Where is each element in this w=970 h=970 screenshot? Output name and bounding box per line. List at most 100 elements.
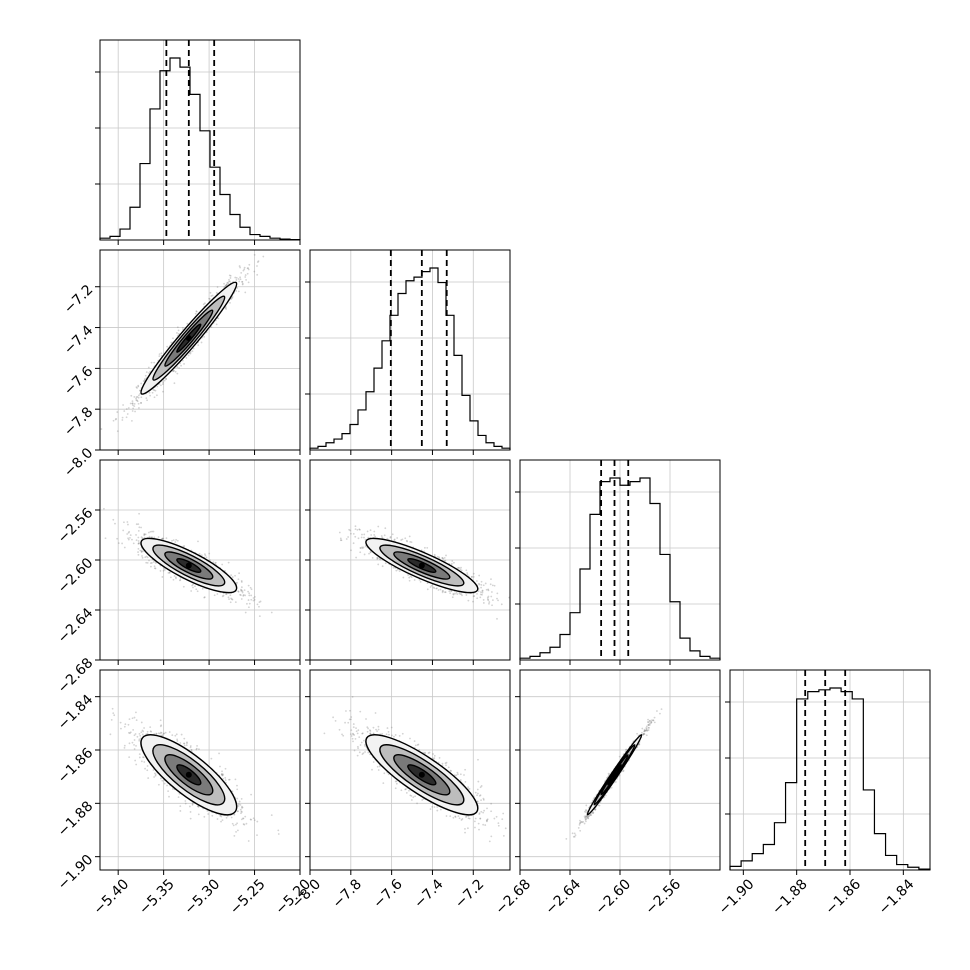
scatter-point (370, 534, 373, 536)
scatter-point (236, 829, 239, 832)
scatter-point (161, 576, 164, 578)
scatter-point (209, 291, 212, 294)
scatter-point (460, 566, 462, 569)
scatter-point (146, 561, 149, 564)
scatter-point (473, 595, 476, 597)
scatter-point (180, 364, 182, 367)
scatter-point (221, 563, 224, 566)
scatter-point (133, 748, 136, 750)
scatter-point (240, 598, 243, 600)
scatter-point (136, 399, 139, 402)
scatter-point (377, 563, 380, 566)
scatter-point (175, 577, 177, 580)
density-peak (185, 335, 192, 342)
scatter-point (138, 512, 140, 515)
scatter-point (143, 534, 146, 537)
scatter-point (123, 744, 126, 747)
scatter-point (433, 553, 436, 556)
scatter-point (240, 272, 243, 274)
scatter-point (200, 341, 203, 344)
scatter-point (401, 538, 404, 541)
scatter-point (112, 712, 115, 715)
scatter-point (213, 594, 216, 597)
scatter-point (228, 280, 230, 283)
scatter-point (249, 586, 252, 589)
scatter-point (162, 390, 164, 393)
scatter-point (200, 554, 203, 557)
scatter-point (140, 760, 143, 763)
scatter-point (229, 277, 232, 279)
scatter-point (479, 593, 482, 596)
scatter-point (224, 285, 227, 287)
scatter-point (233, 813, 236, 816)
panel-1-1 (305, 249, 511, 455)
scatter-point (166, 345, 169, 348)
scatter-point (137, 384, 140, 387)
scatter-point (262, 255, 265, 258)
scatter-point (481, 591, 484, 594)
scatter-point (185, 744, 188, 747)
scatter-point (458, 567, 461, 569)
scatter-point (362, 546, 365, 549)
scatter-point (481, 593, 483, 596)
scatter-point (270, 611, 273, 614)
scatter-point (131, 400, 134, 403)
scatter-point (146, 556, 149, 559)
scatter-point (363, 533, 366, 536)
scatter-point (151, 530, 153, 533)
scatter-point (459, 568, 462, 571)
scatter-point (250, 598, 253, 601)
scatter-point (340, 539, 343, 542)
scatter-point (229, 301, 231, 304)
scatter-point (127, 523, 129, 526)
scatter-point (211, 814, 214, 817)
scatter-point (190, 749, 193, 752)
scatter-point (211, 294, 214, 297)
scatter-point (201, 587, 204, 590)
scatter-point (228, 278, 230, 281)
scatter-point (140, 550, 143, 553)
scatter-point (195, 310, 198, 313)
scatter-point (137, 540, 140, 542)
scatter-point (144, 377, 146, 380)
scatter-point (143, 727, 145, 729)
scatter-point (140, 536, 143, 539)
scatter-point (360, 536, 363, 539)
scatter-point (243, 589, 246, 592)
scatter-point (202, 303, 205, 306)
scatter-point (203, 596, 206, 599)
scatter-point (454, 592, 456, 595)
scatter-point (500, 603, 503, 606)
scatter-point (177, 333, 180, 335)
scatter-point (361, 533, 363, 536)
scatter-point (247, 599, 250, 601)
scatter-point (163, 379, 166, 382)
scatter-point (230, 574, 233, 577)
scatter-point (244, 611, 247, 614)
scatter-point (216, 286, 219, 288)
scatter-point (402, 576, 405, 579)
scatter-point (256, 603, 259, 606)
scatter-point (354, 528, 357, 531)
scatter-point (433, 587, 436, 590)
scatter-point (160, 777, 162, 780)
scatter-point (168, 572, 171, 574)
scatter-point (231, 297, 234, 299)
scatter-point (177, 329, 180, 332)
scatter-point (244, 291, 247, 294)
scatter-point (472, 600, 474, 603)
scatter-point (197, 540, 199, 543)
scatter-point (181, 359, 184, 362)
scatter-point (247, 268, 250, 271)
scatter-point (247, 267, 250, 270)
scatter-point (248, 594, 251, 597)
scatter-point (160, 732, 163, 734)
scatter-point (480, 580, 483, 583)
scatter-point (240, 579, 243, 582)
scatter-point (222, 773, 225, 776)
scatter-point (127, 407, 130, 409)
scatter-point (133, 396, 136, 398)
scatter-point (203, 596, 206, 599)
scatter-point (232, 824, 235, 827)
scatter-point (135, 397, 137, 400)
